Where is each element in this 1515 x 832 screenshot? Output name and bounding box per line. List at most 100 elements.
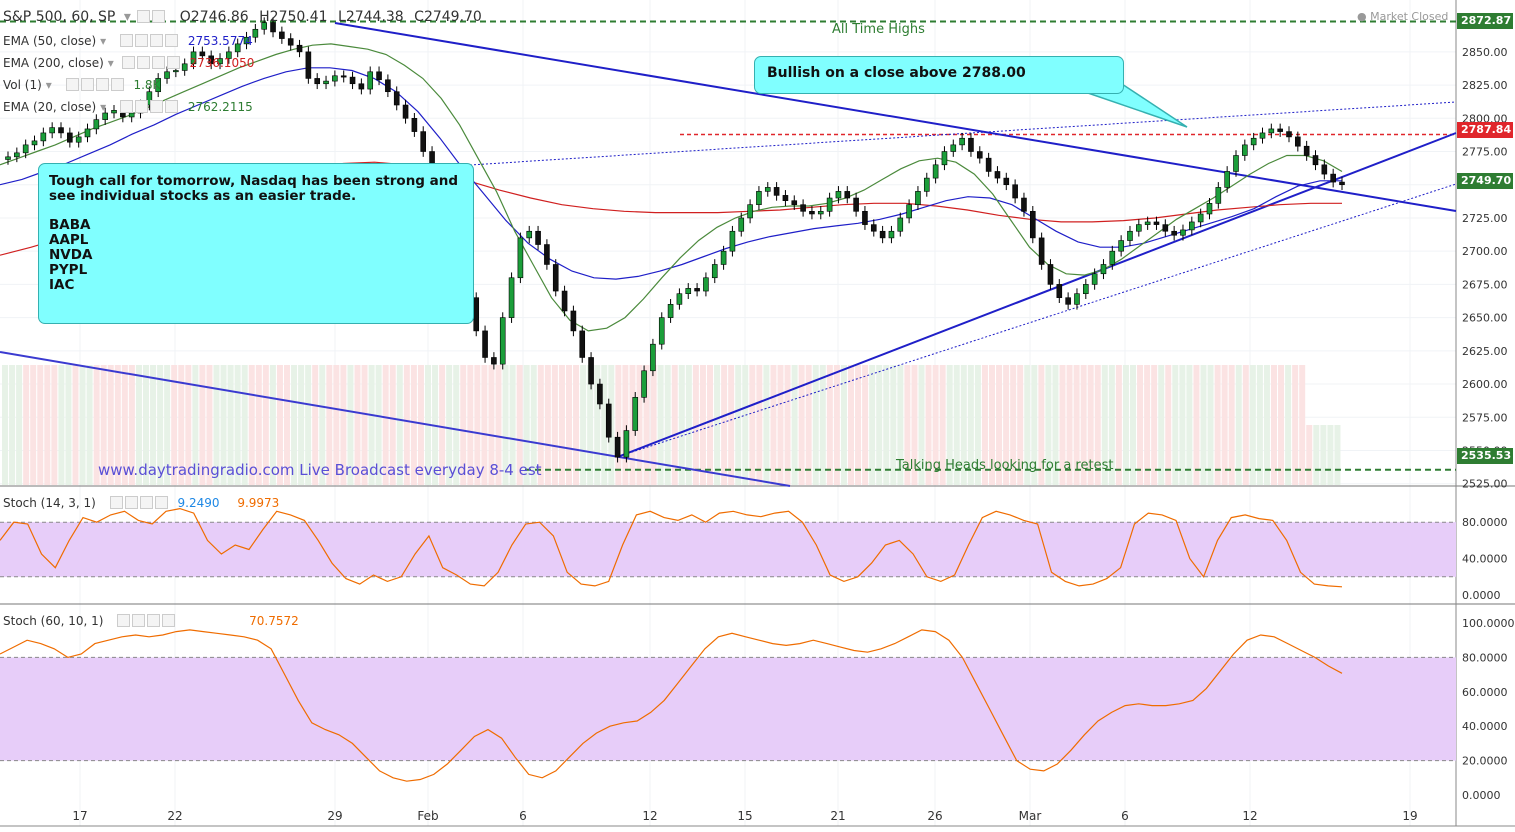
candle-body: [314, 78, 321, 85]
stoch2-label: Stoch (60, 10, 1): [3, 614, 104, 628]
volume-bar: [932, 365, 939, 485]
settings-icon[interactable]: [135, 100, 148, 113]
eye-icon[interactable]: [109, 496, 123, 509]
indicator-ema50[interactable]: EMA (50, close) ▾ 2753.5774: [3, 34, 253, 48]
plus-icon[interactable]: [150, 100, 163, 113]
settings-icon[interactable]: [135, 34, 148, 47]
candle-body: [1330, 173, 1336, 183]
ohlc-open: O2746.86: [179, 9, 249, 25]
settings-icon[interactable]: [132, 614, 146, 627]
volume-bar: [1207, 365, 1214, 485]
indicator-ema20[interactable]: EMA (20, close) ▾ 2762.2115: [3, 100, 253, 114]
indicator-volume[interactable]: Vol (1) ▾ 1.8K: [3, 78, 160, 92]
talking-heads-label: Talking Heads looking for a retest: [896, 458, 1114, 473]
settings-icon[interactable]: [152, 10, 166, 23]
volume-bar: [587, 365, 594, 485]
market-status-dot-icon: ●: [1357, 10, 1367, 23]
plus-icon[interactable]: [150, 34, 163, 47]
price-badge-ath: 2872.87: [1457, 13, 1513, 29]
volume-bar: [1320, 425, 1327, 485]
plus-icon[interactable]: [151, 56, 165, 69]
dropdown-icon[interactable]: ▾: [107, 56, 114, 70]
stoch2-legend[interactable]: Stoch (60, 10, 1) 70.7572: [3, 614, 299, 628]
stoch2-axis-tick-label: 40.0000: [1462, 720, 1508, 733]
dropdown-icon[interactable]: ▾: [100, 34, 107, 48]
stoch1-legend[interactable]: Stoch (14, 3, 1) 9.2490 9.9973: [3, 496, 279, 510]
eye-icon[interactable]: [120, 34, 133, 47]
volume-bar: [488, 365, 495, 485]
candle-body: [340, 75, 347, 78]
candle-body: [482, 330, 488, 358]
volume-bar: [953, 365, 960, 485]
eye-icon[interactable]: [117, 614, 131, 627]
time-axis-tick-label: 6: [1121, 809, 1129, 823]
volume-bar: [643, 365, 650, 485]
candle-body: [279, 31, 285, 39]
settings-icon[interactable]: [80, 78, 94, 91]
candle-body: [879, 230, 886, 239]
close-icon[interactable]: [154, 496, 168, 509]
close-icon[interactable]: [165, 34, 178, 47]
candle-body: [1153, 221, 1160, 225]
price-axis-tick-label: 2600.00: [1462, 378, 1508, 391]
indicator-label: EMA (50, close): [3, 34, 97, 48]
volume-bar: [1003, 365, 1010, 485]
close-icon[interactable]: [165, 100, 178, 113]
volume-bar: [1038, 365, 1045, 485]
tough-call-note[interactable]: Tough call for tomorrow, Nasdaq has been…: [38, 163, 474, 324]
candle-body: [1277, 128, 1283, 132]
candle-body: [1012, 184, 1018, 199]
volume-bar: [1108, 365, 1115, 485]
candle-body: [773, 187, 780, 196]
symbol-dropdown-icon[interactable]: ▾: [123, 9, 131, 25]
volume-bar: [206, 365, 213, 485]
eye-icon[interactable]: [121, 56, 135, 69]
eye-icon[interactable]: [120, 100, 133, 113]
ticker-item: PYPL: [49, 262, 88, 278]
time-axis-tick-label: Mar: [1019, 809, 1042, 823]
volume-bar: [114, 365, 121, 485]
volume-bar: [1271, 365, 1277, 485]
candle-body: [367, 71, 374, 90]
candle-body: [738, 217, 745, 232]
volume-bar: [981, 365, 988, 485]
volume-bar: [453, 365, 460, 485]
volume-bar: [1087, 365, 1094, 485]
plus-icon[interactable]: [139, 496, 153, 509]
candle-body: [252, 28, 259, 38]
volume-bar: [523, 365, 530, 485]
indicator-value: 2762.2115: [187, 100, 253, 114]
candle-body: [1136, 224, 1142, 232]
time-axis-tick-label: Feb: [417, 809, 438, 823]
close-icon[interactable]: [110, 78, 124, 91]
ohlc-low: L2744.38: [338, 9, 404, 25]
candle-body: [411, 118, 418, 132]
close-icon[interactable]: [166, 56, 180, 69]
eye-icon[interactable]: [65, 78, 79, 91]
bullish-note[interactable]: Bullish on a close above 2788.00: [754, 56, 1124, 94]
settings-icon[interactable]: [124, 496, 138, 509]
candle-body: [473, 297, 480, 332]
dropdown-icon[interactable]: ▾: [45, 78, 52, 92]
volume-bar: [798, 365, 805, 485]
volume-bar: [763, 365, 770, 485]
volume-bar: [826, 365, 833, 485]
close-icon[interactable]: [162, 614, 176, 627]
indicator-ema200[interactable]: EMA (200, close) ▾ 2736.1050: [3, 56, 254, 70]
candle-body: [1056, 284, 1063, 298]
settings-icon[interactable]: [136, 56, 150, 69]
eye-icon[interactable]: [137, 10, 151, 23]
volume-bar: [728, 365, 735, 485]
dropdown-icon[interactable]: ▾: [100, 100, 107, 114]
plus-icon[interactable]: [147, 614, 161, 627]
ticker-item: BABA: [49, 217, 91, 233]
candle-body: [906, 204, 912, 219]
volume-bar: [1080, 365, 1087, 485]
candle-body: [376, 71, 382, 81]
volume-bar: [44, 365, 51, 485]
symbol-title: S&P 500, 60, SP: [3, 9, 116, 25]
symbol-legend[interactable]: S&P 500, 60, SP ▾ O2746.86 H2750.41 L274…: [3, 9, 482, 25]
volume-bar: [93, 365, 100, 485]
plus-icon[interactable]: [95, 78, 109, 91]
